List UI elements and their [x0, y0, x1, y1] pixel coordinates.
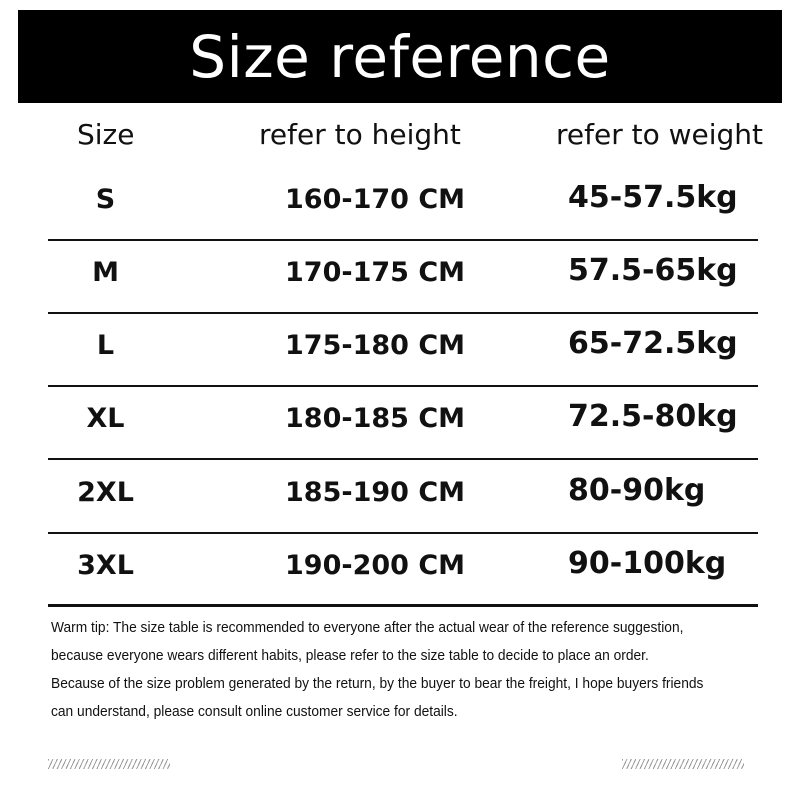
height-cell: 180-185 CM — [285, 403, 466, 434]
header-height: refer to height — [259, 118, 461, 151]
row-divider — [48, 604, 758, 607]
table-row: S 160-170 CM 45-57.5kg — [48, 168, 758, 241]
size-cell: L — [96, 330, 115, 361]
decorative-slashes-left — [48, 759, 170, 769]
row-divider — [48, 385, 758, 387]
height-cell: 160-170 CM — [285, 184, 466, 215]
size-cell: S — [95, 184, 116, 215]
height-cell: 185-190 CM — [285, 477, 466, 508]
table-row: 3XL 190-200 CM 90-100kg — [48, 534, 758, 607]
weight-cell: 57.5-65kg — [568, 253, 738, 288]
table-row: M 170-175 CM 57.5-65kg — [48, 241, 758, 314]
table-row: XL 180-185 CM 72.5-80kg — [48, 387, 758, 460]
weight-cell: 80-90kg — [568, 473, 706, 508]
header-size: Size — [77, 118, 135, 151]
header-weight: refer to weight — [556, 118, 764, 151]
table-row: 2XL 185-190 CM 80-90kg — [48, 461, 758, 534]
height-cell: 175-180 CM — [285, 330, 466, 361]
weight-cell: 65-72.5kg — [568, 326, 738, 361]
warm-tip: Warm tip: The size table is recommended … — [51, 614, 716, 726]
size-cell: 2XL — [77, 477, 134, 508]
height-cell: 170-175 CM — [285, 257, 466, 288]
decorative-slashes-right — [622, 759, 744, 769]
table-row: L 175-180 CM 65-72.5kg — [48, 314, 758, 387]
title-banner: Size reference — [18, 10, 782, 103]
row-divider — [48, 532, 758, 534]
size-cell: XL — [86, 403, 125, 434]
page-title: Size reference — [189, 22, 611, 91]
row-divider — [48, 458, 758, 460]
height-cell: 190-200 CM — [285, 550, 466, 581]
row-divider — [48, 312, 758, 314]
size-cell: 3XL — [77, 550, 134, 581]
row-divider — [48, 239, 758, 241]
tip-paragraph: Because of the size problem generated by… — [51, 676, 704, 720]
weight-cell: 45-57.5kg — [568, 180, 738, 215]
size-cell: M — [92, 257, 119, 288]
tip-paragraph: Warm tip: The size table is recommended … — [51, 620, 684, 664]
weight-cell: 72.5-80kg — [568, 399, 738, 434]
weight-cell: 90-100kg — [568, 546, 727, 581]
